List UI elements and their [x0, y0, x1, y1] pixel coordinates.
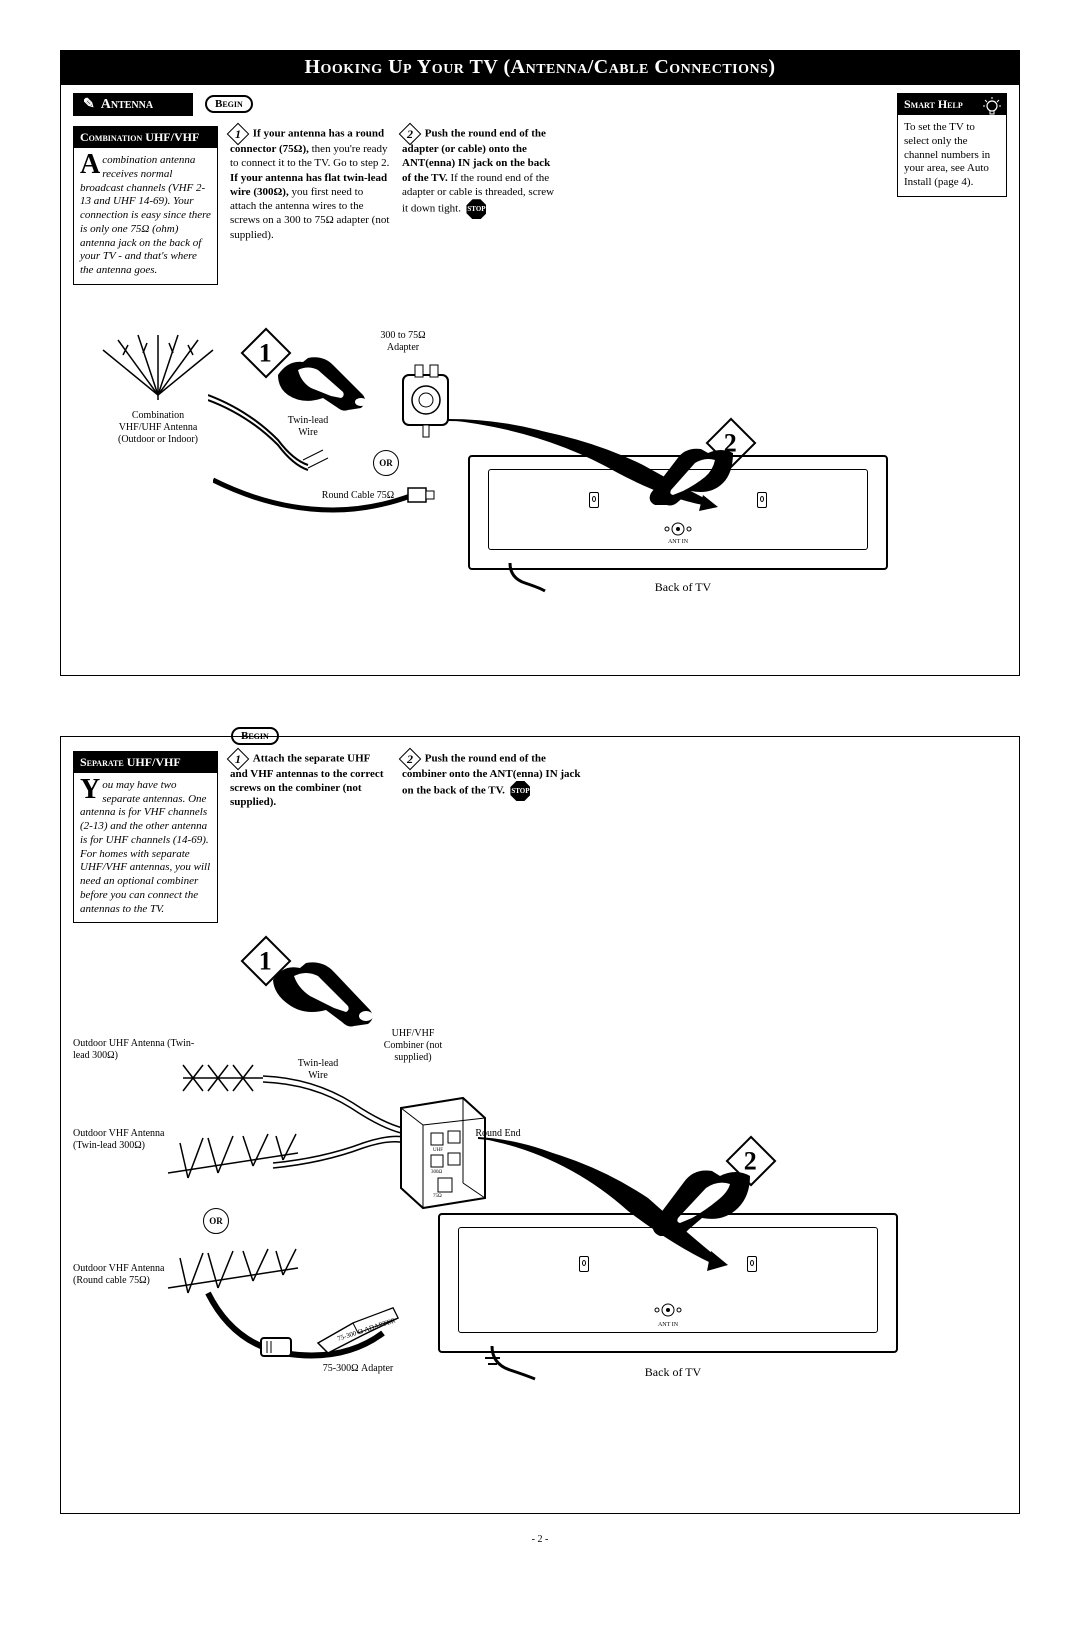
combo-antenna-label: Combination VHF/UHF Antenna (Outdoor or …: [113, 410, 203, 446]
step1b-text: 1 Attach the separate UHF and VHF antenn…: [230, 751, 390, 810]
stop-icon: STOP: [466, 199, 486, 219]
diagram-combination: Combination VHF/UHF Antenna (Outdoor or …: [73, 315, 1007, 655]
antenna-badge: ✎Antenna: [73, 93, 193, 116]
round-cable-label: Round Cable 75Ω: [318, 490, 398, 502]
step2b-text: 2 Push the round end of the combiner ont…: [402, 751, 582, 801]
stop-icon-2: STOP: [510, 781, 530, 801]
pencil-icon: ✎: [83, 97, 95, 112]
begin-pill: Begin: [205, 95, 253, 113]
combo-header: Combination UHF/VHF: [74, 127, 217, 148]
section-separate: Begin Separate UHF/VHF Y ou may have two…: [60, 736, 1020, 1515]
separate-info-box: Separate UHF/VHF Y ou may have two separ…: [73, 751, 218, 924]
lightbulb-icon: [982, 96, 1002, 124]
combiner-label: UHF/VHF Combiner (not supplied): [373, 1028, 453, 1064]
begin-pill-2: Begin: [231, 727, 279, 745]
svg-text:75Ω: 75Ω: [433, 1194, 442, 1199]
step-2b-icon: 2: [399, 747, 422, 770]
step1-text: 1 If your antenna has a round connector …: [230, 126, 390, 242]
or-label-2: OR: [203, 1208, 229, 1234]
adapter2-label: 75-300Ω Adapter: [308, 1363, 408, 1375]
tv-back-2: ANT IN: [438, 1213, 898, 1353]
adapter-label: 300 to 75Ω Adapter: [368, 330, 438, 354]
back-tv-label-2: Back of TV: [623, 1365, 723, 1379]
step-1-icon: 1: [227, 123, 250, 146]
combo-info-box: Combination UHF/VHF A combination antenn…: [73, 126, 218, 285]
step-2-icon: 2: [399, 123, 422, 146]
back-tv-label-1: Back of TV: [633, 580, 733, 594]
ant-in-label-2: ANT IN: [658, 1322, 678, 1328]
smart-help-box: Smart Help To set the TV to select only …: [897, 93, 1007, 197]
svg-text:300Ω: 300Ω: [431, 1170, 443, 1175]
smart-help-text: To set the TV to select only the channel…: [898, 115, 1006, 196]
page-number: - 2 -: [60, 1534, 1020, 1545]
section-combination: ✎Antenna Begin Combination UHF/VHF A com…: [60, 85, 1020, 676]
diagram-separate: 1 Outdoor UHF Antenna (Twin-lead 300Ω) O…: [73, 933, 1007, 1493]
dropcap-2: Y: [80, 779, 102, 801]
step-1b-icon: 1: [227, 747, 250, 770]
separate-header: Separate UHF/VHF: [74, 752, 217, 773]
ant-in-label-1: ANT IN: [668, 539, 688, 545]
dropcap: A: [80, 154, 102, 176]
page-title: Hooking Up Your TV (Antenna/Cable Connec…: [60, 50, 1020, 85]
svg-text:UHF: UHF: [433, 1148, 443, 1153]
step2-text: 2 Push the round end of the adapter (or …: [402, 126, 562, 219]
smart-help-header: Smart Help: [898, 94, 1006, 115]
tv-back-1: ANT IN: [468, 455, 888, 570]
